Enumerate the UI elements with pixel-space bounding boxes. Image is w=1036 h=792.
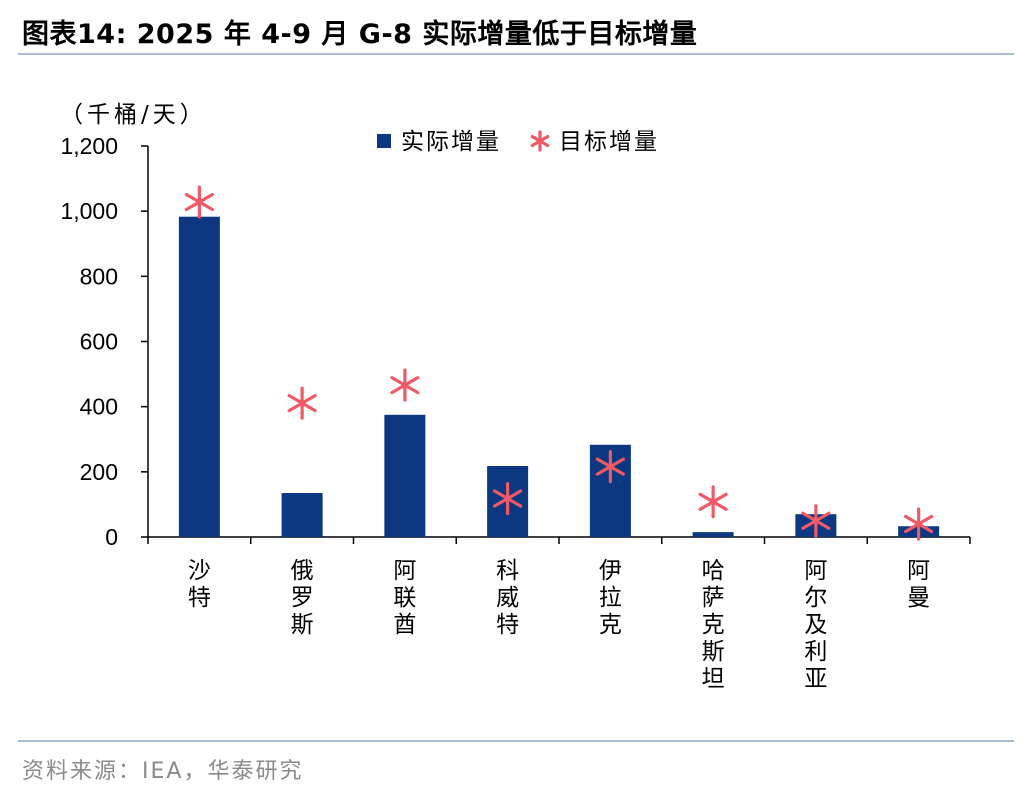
y-tick-label: 1,000 <box>60 198 118 224</box>
category-label: 俄罗斯 <box>291 558 314 638</box>
target-marker <box>904 507 934 541</box>
legend: 实际增量 目标增量 <box>377 129 659 155</box>
legend-label: 目标增量 <box>559 129 659 155</box>
target-marker <box>493 481 523 516</box>
y-tick-label: 600 <box>80 329 118 355</box>
y-tick-label: 800 <box>80 263 118 289</box>
target-marker <box>287 386 317 420</box>
category-label: 科威特 <box>496 558 519 638</box>
target-marker <box>390 368 420 402</box>
legend-swatch-bar <box>377 134 391 148</box>
target-marker <box>184 185 214 219</box>
source-divider <box>18 740 1014 742</box>
category-label: 阿曼 <box>907 558 930 611</box>
target-marker <box>801 504 831 538</box>
figure-source: 资料来源：IEA，华泰研究 <box>22 759 304 784</box>
target-marker <box>698 485 728 519</box>
category-label: 哈萨克斯坦 <box>702 558 725 692</box>
figure-title: 图表14: 2025 年 4-9 月 G-8 实际增量低于目标增量 <box>22 19 698 50</box>
category-label: 阿联酋 <box>393 558 416 638</box>
bar <box>178 216 220 538</box>
category-label: 伊拉克 <box>599 558 622 638</box>
y-tick-label: 400 <box>80 394 118 420</box>
y-tick-label: 200 <box>80 459 118 485</box>
legend-label: 实际增量 <box>401 129 501 155</box>
y-tick-label: 0 <box>105 524 118 550</box>
y-tick-label: 1,200 <box>60 133 118 159</box>
title-divider <box>18 53 1014 55</box>
bar-chart: （千桶/天） 实际增量 目标增量 0 200 400 600 800 1,000 1,200 沙… <box>60 102 971 692</box>
y-axis-label: （千桶/天） <box>60 102 207 128</box>
bar <box>384 414 426 537</box>
bar <box>281 493 323 537</box>
category-label: 阿尔及利亚 <box>804 558 827 692</box>
bar <box>692 532 734 537</box>
legend-swatch-marker <box>530 130 550 152</box>
category-label: 沙特 <box>188 558 211 611</box>
target-marker <box>595 450 625 484</box>
